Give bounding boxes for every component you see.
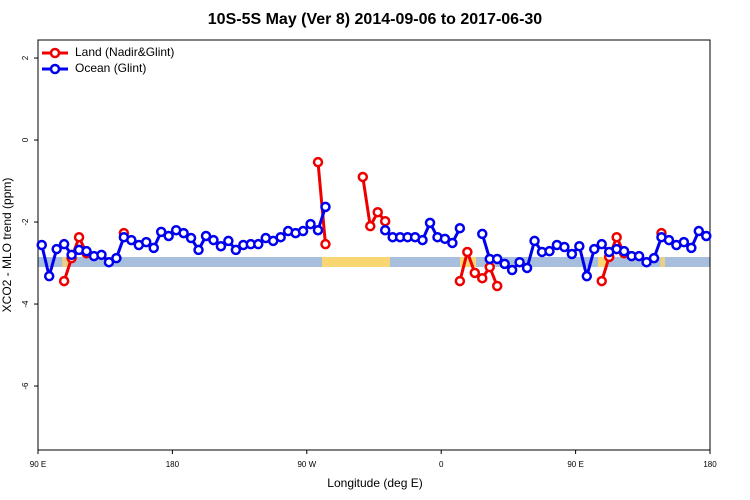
point [678, 236, 690, 248]
point [200, 230, 212, 242]
point [372, 206, 383, 218]
point [148, 242, 159, 254]
point [178, 227, 189, 239]
point [686, 242, 697, 254]
point [477, 228, 488, 240]
point [574, 240, 585, 252]
land-band [62, 257, 68, 267]
point [581, 270, 593, 282]
point [141, 236, 152, 248]
surface-band [38, 257, 710, 267]
point [223, 235, 234, 247]
point [559, 241, 570, 253]
land-band [322, 257, 390, 267]
point [611, 231, 622, 243]
point [96, 249, 107, 261]
point [357, 171, 369, 183]
point [155, 226, 167, 238]
point [320, 238, 331, 250]
point [544, 245, 555, 257]
point [701, 230, 712, 242]
y-tick-label: -6 [21, 382, 30, 390]
point [566, 248, 578, 260]
point [66, 249, 77, 261]
point [648, 252, 660, 264]
point [447, 237, 458, 249]
point [305, 218, 316, 230]
y-tick-label: -2 [21, 218, 30, 226]
point [58, 238, 70, 250]
x-axis-label: Longitude (deg E) [327, 476, 422, 490]
point [275, 231, 286, 243]
x-tick-label: 90 E [30, 460, 46, 469]
y-axis-label: XCO2 - MLO trend (ppm) [0, 178, 14, 313]
land-band [598, 257, 607, 267]
point [491, 280, 503, 292]
point [193, 244, 204, 256]
point [51, 243, 62, 255]
point [514, 256, 525, 268]
point [320, 201, 331, 213]
point [499, 258, 510, 270]
point [253, 238, 264, 250]
point [365, 220, 376, 232]
point [521, 262, 533, 274]
point [103, 256, 115, 268]
x-tick-label: 180 [166, 460, 180, 469]
y-tick-label: -4 [21, 300, 30, 308]
point [312, 224, 324, 236]
legend-marker [49, 63, 61, 75]
x-tick-label: 90 E [567, 460, 583, 469]
legend-marker [49, 47, 61, 59]
point [633, 250, 645, 262]
point [312, 156, 324, 168]
point [417, 234, 428, 246]
point [73, 231, 85, 243]
point [163, 230, 174, 242]
point [297, 225, 309, 237]
point [379, 224, 391, 236]
point [693, 225, 705, 237]
point [484, 261, 495, 273]
y-tick-label: 2 [21, 55, 30, 60]
point [81, 245, 92, 257]
legend-label: Ocean (Glint) [75, 61, 146, 75]
point [215, 240, 227, 252]
land-band [660, 257, 665, 267]
point [36, 239, 47, 251]
point [111, 252, 122, 264]
point [379, 215, 391, 227]
point [58, 275, 70, 287]
point [424, 217, 436, 229]
point [596, 238, 607, 250]
legend-label: Land (Nadir&Glint) [75, 45, 174, 59]
point [454, 222, 466, 234]
point [477, 272, 488, 284]
point [43, 270, 55, 282]
point [454, 275, 466, 287]
point [663, 234, 675, 246]
point [462, 246, 473, 258]
x-tick-label: 90 W [297, 460, 316, 469]
point [529, 235, 540, 247]
point [491, 253, 503, 265]
point [469, 267, 481, 279]
point [589, 243, 600, 255]
point [230, 244, 242, 256]
x-tick-label: 0 [439, 460, 444, 469]
x-tick-label: 180 [703, 460, 717, 469]
point [439, 233, 451, 245]
y-tick-label: 0 [21, 137, 30, 142]
land-band [460, 257, 476, 267]
chart-title: 10S-5S May (Ver 8) 2014-09-06 to 2017-06… [208, 11, 543, 28]
point [208, 234, 219, 246]
point [596, 275, 607, 287]
point [641, 256, 652, 268]
point [506, 264, 518, 276]
point [618, 245, 630, 257]
point [185, 232, 197, 244]
point [126, 234, 137, 246]
